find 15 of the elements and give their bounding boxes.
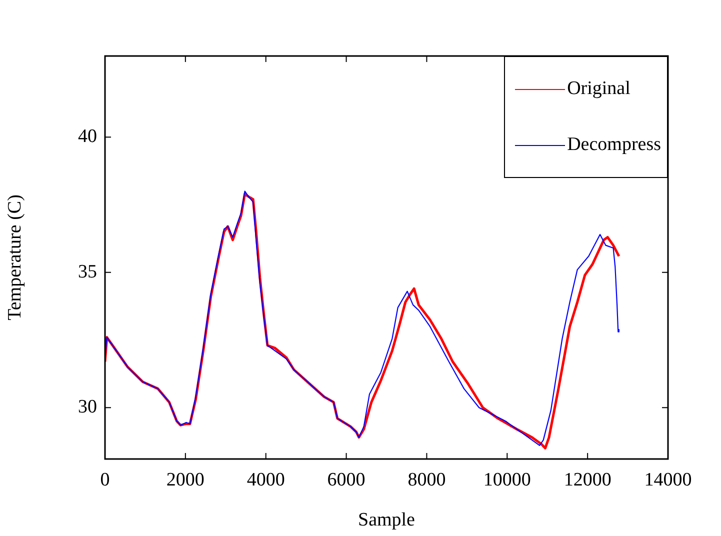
x-axis-title: Sample bbox=[358, 510, 415, 531]
y-tick-label: 30 bbox=[78, 396, 97, 418]
x-tick-label: 4000 bbox=[246, 469, 285, 490]
x-tick-label: 0 bbox=[100, 469, 110, 490]
x-tick-label: 12000 bbox=[564, 469, 612, 490]
x-tick-label: 10000 bbox=[483, 469, 531, 490]
y-axis-title: Temperature (C) bbox=[4, 194, 26, 320]
x-tick-label: 2000 bbox=[166, 469, 204, 490]
x-tick-label: 8000 bbox=[408, 469, 446, 490]
y-tick-label: 40 bbox=[78, 126, 97, 148]
legend-label: Original bbox=[567, 78, 630, 100]
y-tick-label: 35 bbox=[78, 261, 97, 282]
x-tick-label: 6000 bbox=[327, 469, 366, 490]
x-tick-label: 14000 bbox=[644, 469, 692, 490]
legend-label: Decompress bbox=[567, 134, 661, 156]
